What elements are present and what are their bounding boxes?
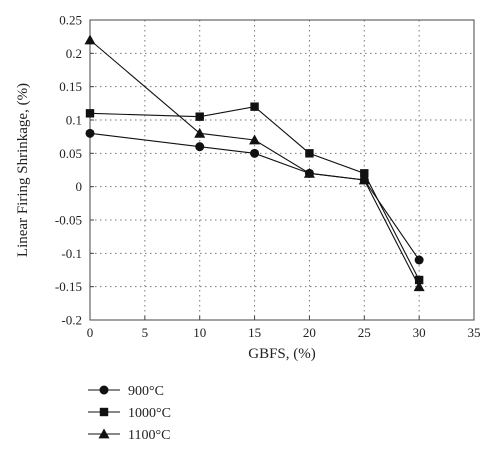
data-point-square <box>305 149 314 158</box>
data-point-circle <box>414 255 424 265</box>
data-point-square <box>195 112 204 121</box>
y-axis-label: Linear Firing Shrinkage, (%) <box>15 83 31 257</box>
data-point-circle <box>85 128 95 138</box>
series-triangle <box>84 34 425 292</box>
plot-area <box>89 19 475 321</box>
y-tick-label: 0.05 <box>59 146 82 161</box>
y-tick-label: 0 <box>76 179 83 194</box>
series-line <box>89 132 420 261</box>
x-axis-label: GBFS, (%) <box>248 346 316 362</box>
data-point-triangle <box>249 134 261 145</box>
y-tick-label: -0.15 <box>55 279 82 294</box>
legend-item: 1000°C <box>88 406 171 421</box>
series-group <box>84 34 425 292</box>
y-tick-label: -0.05 <box>55 213 82 228</box>
y-tick-label: 0.2 <box>66 46 82 61</box>
y-tick-label: -0.2 <box>61 313 82 328</box>
data-point-triangle <box>194 127 206 138</box>
legend-label: 1100°C <box>128 428 170 443</box>
series-square <box>85 102 424 285</box>
x-tick-label: 15 <box>248 325 261 340</box>
x-tick-label: 30 <box>413 325 426 340</box>
legend-label: 900°C <box>128 384 164 399</box>
y-tick-label: 0.15 <box>59 79 82 94</box>
data-point-square <box>250 102 259 111</box>
x-tick-label: 0 <box>87 325 94 340</box>
x-tick-label: 35 <box>468 325 481 340</box>
data-point-square <box>360 169 369 178</box>
legend-marker-triangle <box>98 428 110 439</box>
legend: 900°C 1000°C 1100°C <box>88 384 171 443</box>
data-point-circle <box>195 142 205 152</box>
x-tick-label: 20 <box>303 325 316 340</box>
legend-label: 1000°C <box>128 406 171 421</box>
legend-marker-square <box>99 407 109 417</box>
data-point-triangle <box>84 34 96 45</box>
y-tick-label: -0.1 <box>61 246 82 261</box>
x-tick-label: 10 <box>193 325 206 340</box>
x-tick-label: 5 <box>142 325 149 340</box>
y-tick-label: 0.1 <box>66 113 82 128</box>
x-tick-label: 25 <box>358 325 371 340</box>
series-line <box>89 106 420 281</box>
y-tick-label: 0.25 <box>59 13 82 28</box>
legend-item: 1100°C <box>88 428 170 443</box>
data-point-triangle <box>303 167 315 178</box>
data-point-square <box>85 109 95 118</box>
series-line <box>89 39 420 287</box>
legend-marker-circle <box>99 385 109 395</box>
data-point-triangle <box>413 281 425 292</box>
data-point-circle <box>250 148 260 158</box>
axis-ticks: 0 5 10 15 20 25 30 35 -0.2 -0.15 -0.1 -0.05 0 0.05 0.1… <box>55 13 481 341</box>
data-point-square <box>414 275 424 285</box>
legend-item: 900°C <box>88 384 164 399</box>
data-point-triangle <box>358 174 370 185</box>
